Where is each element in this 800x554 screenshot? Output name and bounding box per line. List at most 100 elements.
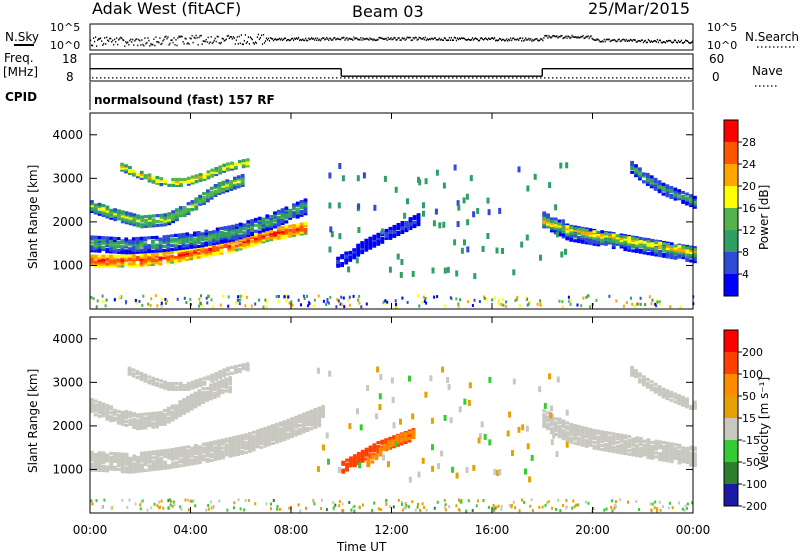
echo-cell <box>565 225 570 229</box>
noise-point <box>149 45 151 47</box>
echo-cell <box>658 300 661 304</box>
echo-cell <box>429 375 433 382</box>
echo-cell <box>136 463 140 467</box>
echo-cell <box>438 222 442 229</box>
echo-cell <box>288 228 293 232</box>
echo-cell <box>376 238 381 242</box>
echo-cell <box>288 212 293 216</box>
echo-cell <box>391 439 395 443</box>
echo-cell <box>573 239 577 243</box>
echo-cell <box>155 455 160 459</box>
noise-point <box>454 37 456 39</box>
echo-cell <box>322 299 325 303</box>
echo-cell <box>234 233 239 237</box>
noise-point <box>293 39 295 41</box>
echo-cell <box>608 443 612 447</box>
echo-cell <box>633 304 636 308</box>
noise-point <box>204 40 206 43</box>
echo-cell <box>242 238 247 242</box>
echo-cell <box>90 295 93 299</box>
echo-cell <box>611 442 616 446</box>
echo-cell <box>210 373 215 377</box>
echo-cell <box>396 230 401 234</box>
echo-cell <box>400 226 405 231</box>
echo-cell <box>681 251 686 255</box>
echo-cell <box>234 164 238 168</box>
echo-cell <box>273 235 277 239</box>
echo-cell <box>356 249 361 253</box>
echo-cell <box>178 412 183 416</box>
echo-cell <box>590 303 593 307</box>
echo-cell <box>661 387 666 391</box>
echo-cell <box>245 295 248 299</box>
echo-cell <box>269 224 273 228</box>
echo-cell <box>685 506 688 510</box>
echo-cell <box>212 252 216 256</box>
echo-cell <box>371 509 373 513</box>
echo-cell <box>222 169 226 173</box>
echo-cell <box>139 250 144 254</box>
echo-cell <box>236 437 241 441</box>
echo-cell <box>175 208 179 212</box>
echo-cell <box>212 234 216 238</box>
echo-cell <box>170 414 175 418</box>
echo-cell <box>182 401 186 406</box>
echo-cell <box>635 450 639 454</box>
echo-cell <box>131 169 136 173</box>
echo-cell <box>332 501 335 504</box>
echo-cell <box>642 449 647 453</box>
echo-cell <box>223 242 228 247</box>
echo-cell <box>408 224 413 229</box>
echo-cell <box>392 224 397 229</box>
echo-cell <box>214 371 219 376</box>
echo-cell <box>658 444 662 448</box>
echo-cell <box>143 420 148 424</box>
echo-cell <box>657 392 662 397</box>
noise-point <box>506 38 508 40</box>
echo-cell <box>457 304 460 308</box>
echo-cell <box>462 197 466 204</box>
echo-cell <box>228 450 233 454</box>
noise-point <box>261 43 264 45</box>
noise-point <box>336 38 338 40</box>
echo-cell <box>167 464 171 468</box>
echo-cell <box>665 397 670 401</box>
echo-cell <box>569 426 574 430</box>
echo-cell <box>302 294 305 298</box>
echo-cell <box>630 296 632 300</box>
colorbar-tick-label: 50 <box>742 390 756 403</box>
echo-cell <box>151 378 156 382</box>
echo-cell <box>267 443 271 447</box>
noise-point <box>229 36 231 38</box>
echo-cell <box>542 213 547 217</box>
echo-cell <box>128 262 132 266</box>
echo-cell <box>90 452 94 456</box>
echo-cell <box>611 440 616 444</box>
echo-cell <box>139 242 144 246</box>
echo-cell <box>681 190 685 195</box>
echo-cell <box>457 204 461 211</box>
echo-cell <box>238 239 243 243</box>
echo-cell <box>550 419 554 423</box>
noise-point <box>222 38 224 40</box>
echo-cell <box>227 244 232 248</box>
echo-cell <box>206 174 211 178</box>
echo-cell <box>317 424 322 428</box>
echo-cell <box>669 390 674 394</box>
echo-cell <box>468 382 472 389</box>
echo-cell <box>658 241 662 245</box>
echo-cell <box>212 384 217 388</box>
noise-point <box>143 45 145 47</box>
echo-cell <box>294 417 298 421</box>
echo-cell <box>557 233 562 237</box>
noise-point <box>315 37 317 39</box>
echo-cell <box>143 379 148 383</box>
echo-cell <box>206 176 211 180</box>
echo-cell <box>638 374 642 378</box>
noise-point <box>565 35 567 38</box>
echo-cell <box>681 460 686 464</box>
echo-cell <box>147 255 151 259</box>
echo-cell <box>358 462 362 469</box>
echo-cell <box>212 240 216 244</box>
